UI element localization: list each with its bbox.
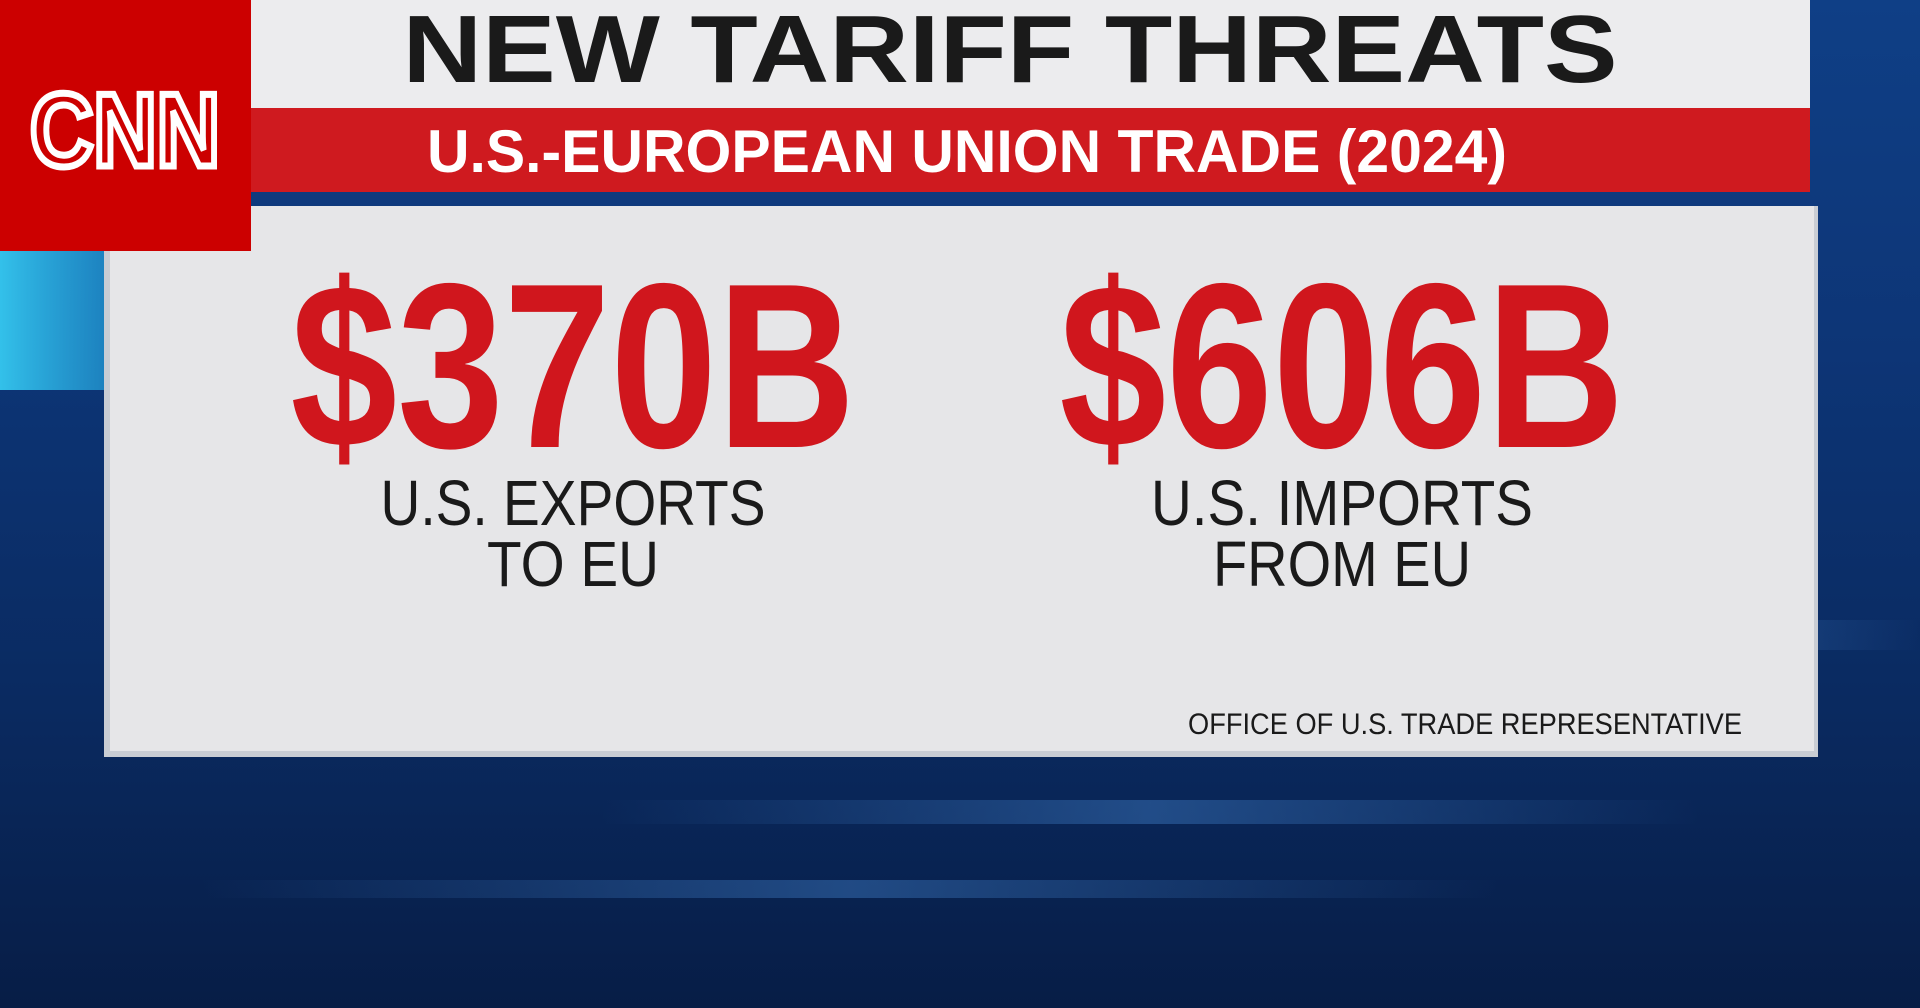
logo: CNN <box>30 73 220 189</box>
subtitle-band <box>251 108 1810 192</box>
logo-box <box>0 0 251 251</box>
background-streak <box>600 800 1700 824</box>
background-streak <box>200 880 1500 898</box>
title: NEW TARIFF THREATS <box>403 0 1618 103</box>
subtitle: U.S.-EUROPEAN UNION TRADE (2024) <box>427 118 1507 185</box>
stat-value: $606B <box>1060 234 1625 497</box>
stat-value: $370B <box>291 234 856 497</box>
panel <box>110 206 1814 751</box>
title-band <box>251 0 1810 108</box>
source: OFFICE OF U.S. TRADE REPRESENTATIVE <box>1188 708 1742 741</box>
stat-label: U.S. EXPORTS <box>381 467 766 539</box>
stat-label: FROM EU <box>1213 528 1471 600</box>
stat-label: TO EU <box>487 528 659 600</box>
stat-label: U.S. IMPORTS <box>1151 467 1533 539</box>
